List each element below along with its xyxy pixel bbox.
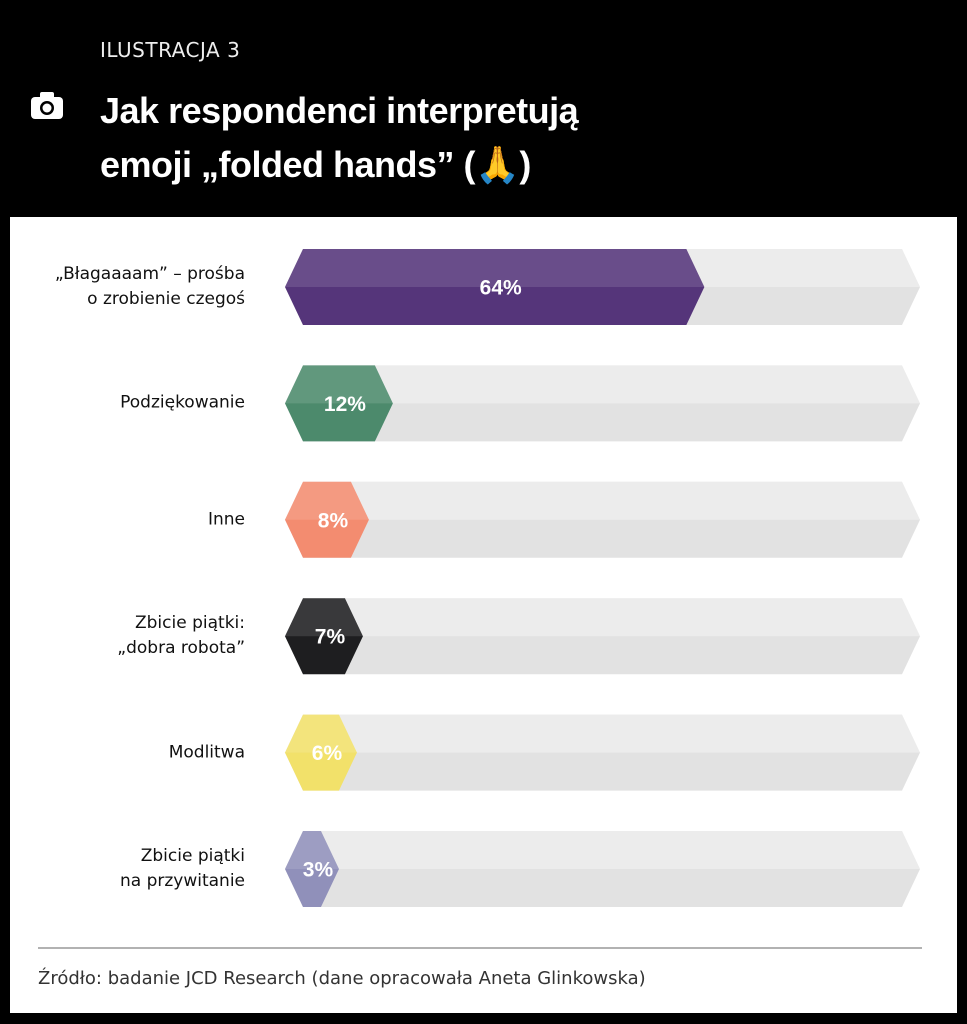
value-label: 7% [315,626,346,649]
bar [285,831,339,907]
bar [285,249,705,325]
category-label: Zbicie piątki na przywitanie [119,846,245,891]
bar-highlight [285,598,363,637]
value-label: 8% [318,509,349,532]
bar-track [285,365,920,442]
bar [285,481,369,558]
source: Źródło: badanie JCD Research (dane oprac… [38,968,646,989]
bar [285,598,363,675]
bar-track [285,714,920,791]
chart-title: Jak respondenci interpretują emoji „fold… [100,90,579,185]
bar-track [285,598,920,675]
bar-track-highlight [285,481,920,520]
bar-track-highlight [285,365,920,404]
camera-icon [31,92,63,119]
value-label: 64% [480,277,522,300]
bar [285,714,357,791]
bar-track [285,481,920,558]
value-label: 12% [324,393,366,416]
category-label: „Błagaaaam” – prośba o zrobienie czegoś [54,264,245,309]
value-label: 6% [312,742,343,765]
bar-track-highlight [285,598,920,637]
bar-track [285,831,920,907]
category-label: Podziękowanie [120,392,245,413]
category-label: Zbicie piątki: „dobra robota” [117,613,245,659]
header-label: ILUSTRACJA 3 [100,38,241,62]
bar-highlight [285,365,393,404]
value-label: 3% [303,859,334,882]
bar-highlight [285,481,369,520]
bar [285,365,393,442]
category-label: Inne [207,509,245,530]
bar-highlight [285,831,339,869]
bar-highlight [285,714,357,753]
bar-track-highlight [285,714,920,753]
bar-track-highlight [285,831,920,869]
category-label: Modlitwa [168,742,245,763]
bar-highlight [285,249,705,287]
